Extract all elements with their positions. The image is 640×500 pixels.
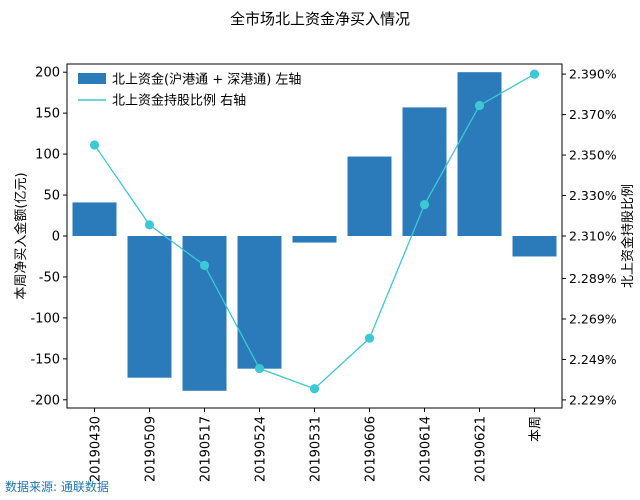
point-20190517 [199, 260, 210, 270]
y-axis-title: 本周净买入金额(亿元) [13, 172, 29, 299]
left-tick-label: 50 [43, 189, 60, 204]
data-source: 数据来源: 通联数据 [5, 480, 109, 494]
point-20190614 [419, 200, 430, 210]
left-tick-label: 0 [52, 230, 60, 245]
bar-20190621 [457, 72, 502, 236]
bar-20190531 [292, 236, 337, 243]
legend-swatch-bar [78, 73, 106, 84]
point-20190430 [89, 140, 100, 150]
bar-20190614 [402, 107, 447, 237]
point-20190524 [254, 363, 265, 374]
bar-20190606 [347, 156, 392, 236]
bar-20190524 [237, 236, 282, 369]
x-tick-label: 20190517 [199, 416, 214, 482]
right-tick-label: 2.370% [569, 107, 617, 122]
legend-label-bar: 北上资金(沪港通 + 深港通) 左轴 [112, 72, 301, 88]
left-tick-label: -100 [30, 311, 60, 326]
left-tick-label: -50 [39, 270, 60, 285]
point-20190509 [144, 220, 155, 230]
legend-label-line: 北上资金持股比例 右轴 [112, 93, 246, 109]
y2-axis-title: 北上资金持股比例 [620, 184, 636, 288]
bar-20190430 [72, 202, 117, 236]
right-tick-label: 2.390% [569, 67, 617, 82]
bar-20190517 [182, 236, 227, 391]
right-tick-label: 2.269% [569, 311, 617, 326]
left-tick-label: 150 [35, 107, 60, 122]
point-20190531 [309, 384, 320, 394]
point-本周 [529, 69, 540, 79]
right-tick-label: 2.289% [569, 271, 617, 286]
right-tick-label: 2.229% [569, 392, 617, 407]
x-tick-label: 20190430 [89, 416, 104, 482]
chart-title: 全市场北上资金净买入情况 [229, 10, 410, 28]
x-tick-label: 20190524 [254, 416, 269, 482]
right-tick-label: 2.350% [569, 148, 617, 163]
point-20190621 [474, 100, 485, 111]
right-tick-label: 2.310% [569, 229, 617, 244]
right-tick-label: 2.249% [569, 352, 617, 367]
bar-本周 [512, 236, 557, 257]
point-20190606 [364, 333, 375, 343]
bar-20190509 [127, 236, 172, 378]
left-tick-label: 200 [35, 66, 60, 81]
left-tick-label: 100 [35, 148, 60, 163]
x-tick-label: 20190606 [364, 416, 379, 482]
x-tick-label: 20190614 [419, 416, 434, 482]
x-tick-label: 20190621 [474, 416, 489, 482]
left-tick-label: -200 [30, 393, 60, 408]
x-tick-label: 20190531 [309, 416, 324, 482]
right-tick-label: 2.330% [569, 188, 617, 203]
x-tick-label: 20190509 [144, 416, 159, 482]
left-tick-label: -150 [30, 352, 60, 367]
x-tick-label: 本周 [529, 416, 544, 442]
